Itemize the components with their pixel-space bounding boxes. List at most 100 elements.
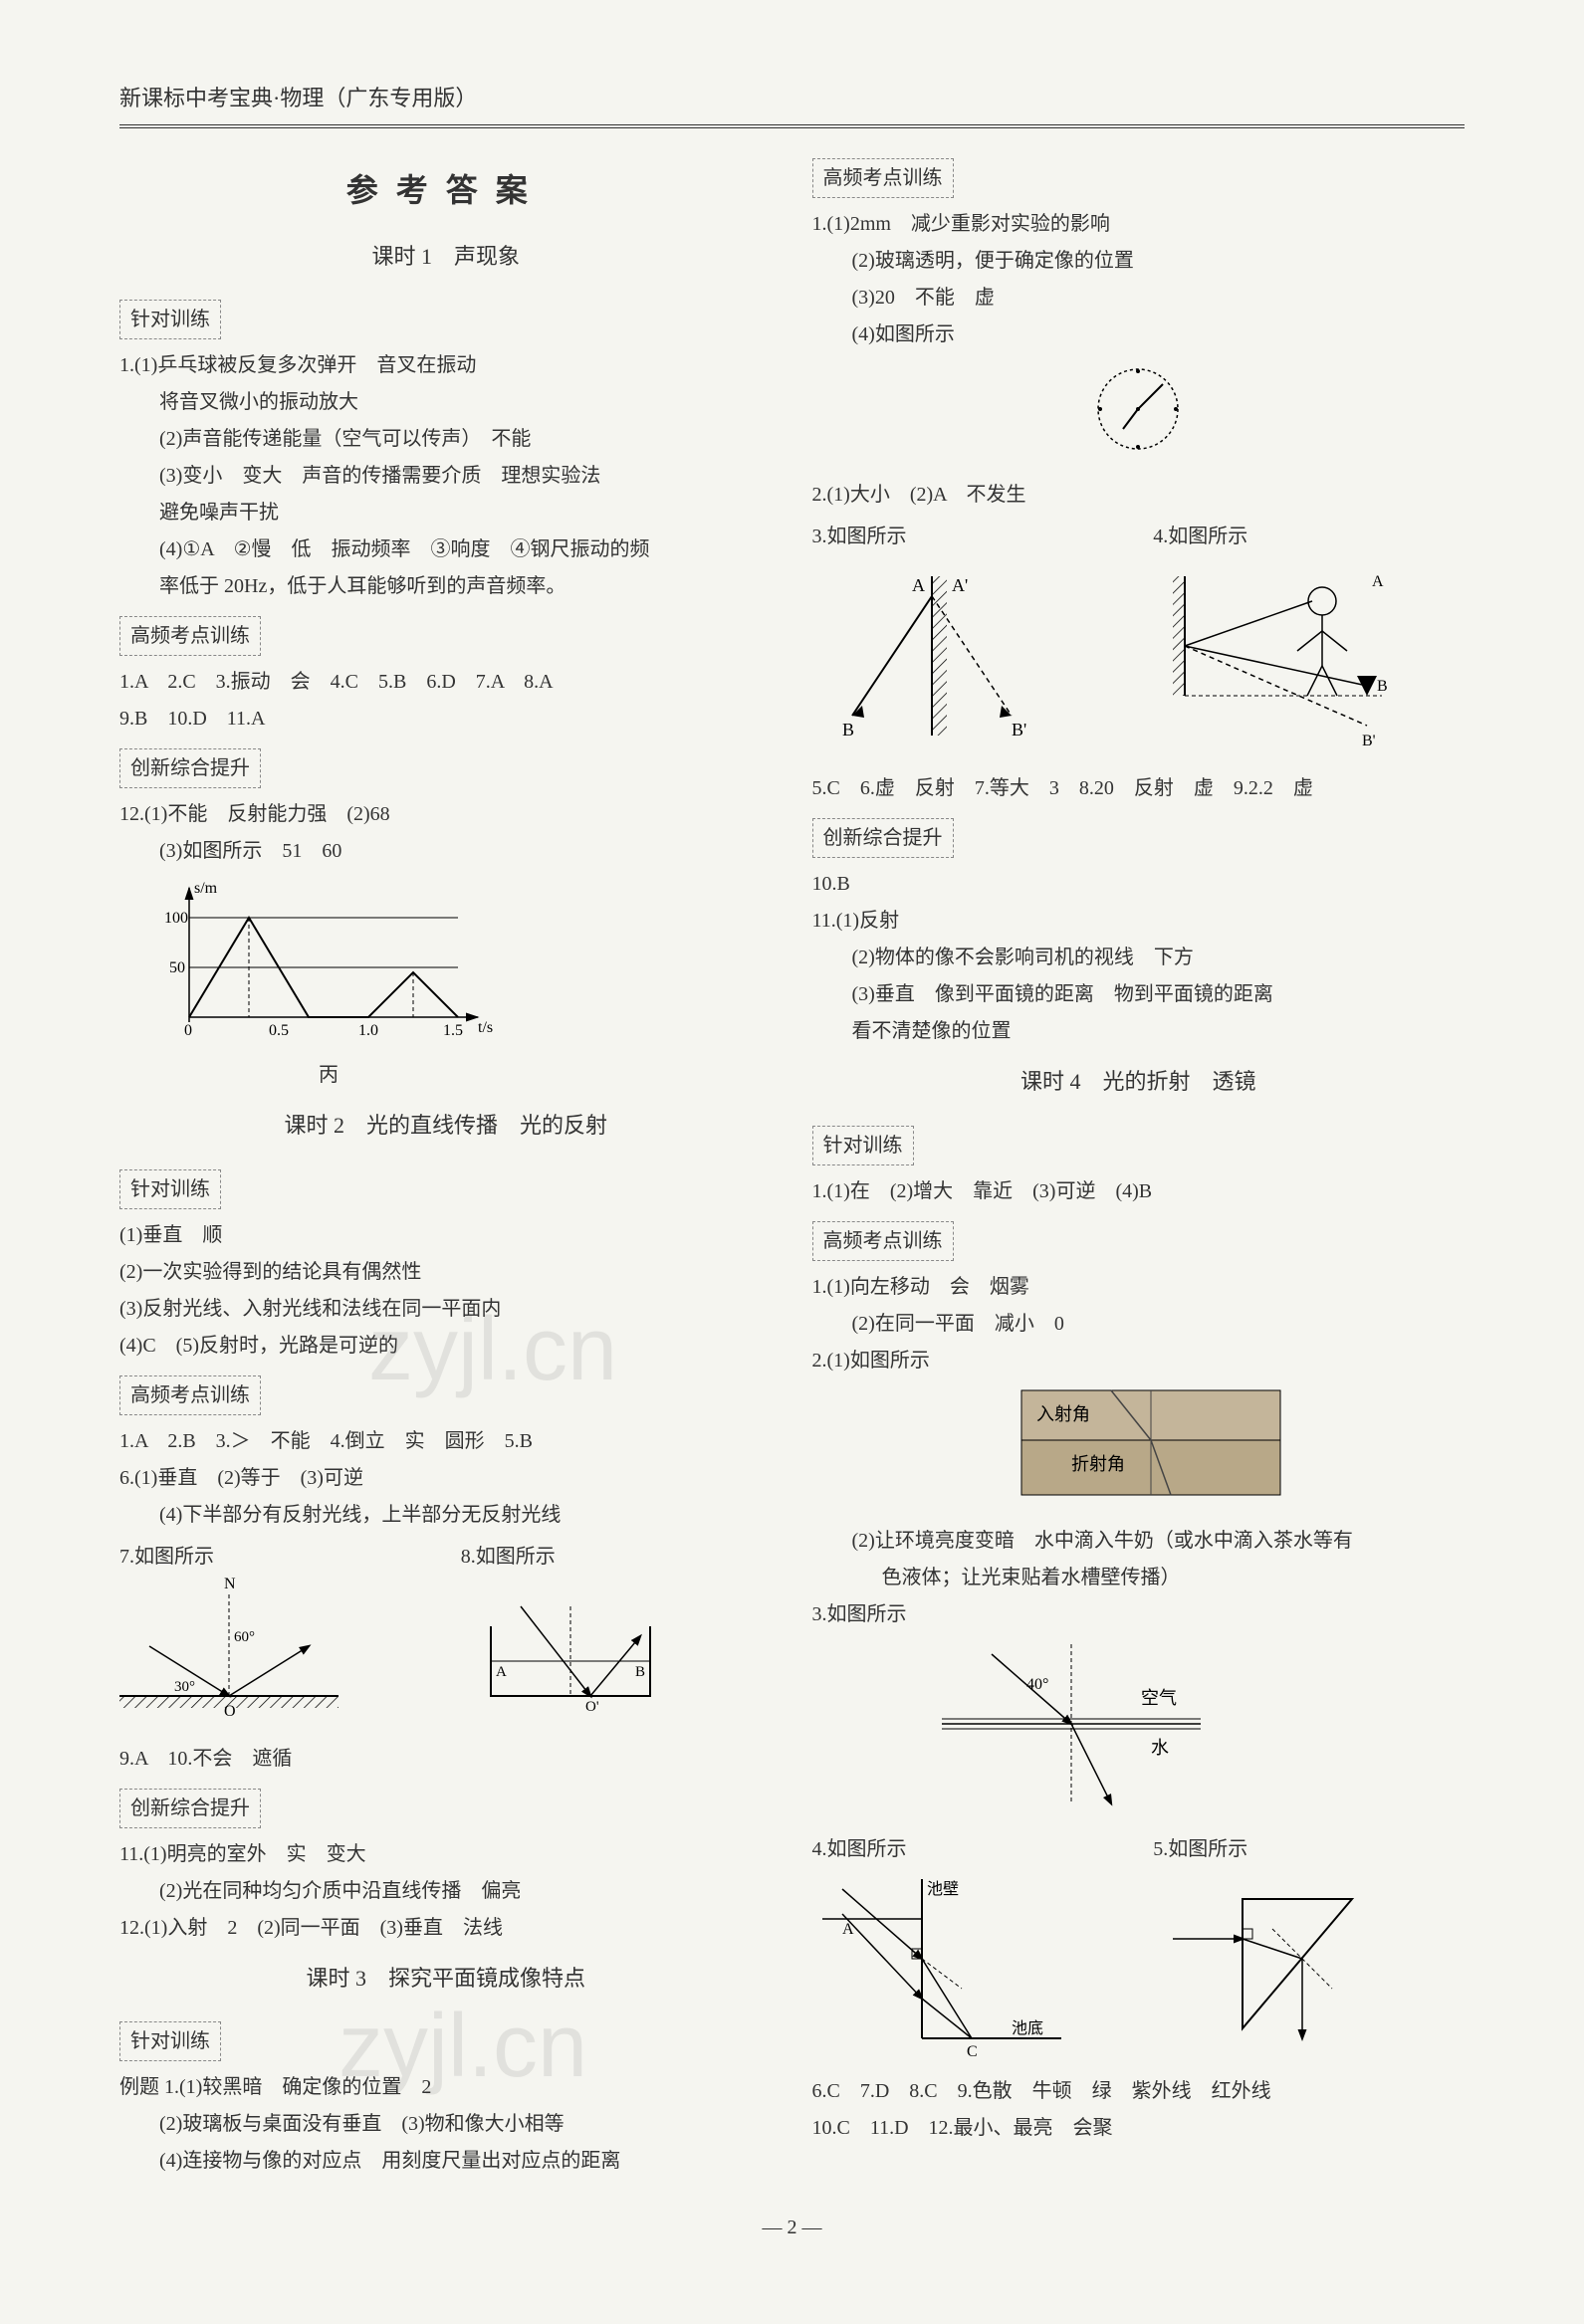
- answer-line: 3.如图所示: [812, 1597, 1466, 1631]
- svg-text:A: A: [496, 1664, 507, 1680]
- page-number: — 2 —: [119, 2211, 1465, 2244]
- svg-text:B: B: [842, 720, 854, 739]
- answer-line: 1.(1)向左移动 会 烟雾: [812, 1270, 1466, 1304]
- clock-figure: [812, 354, 1466, 475]
- svg-text:O: O: [224, 1703, 236, 1720]
- answer-line: 4.如图所示: [812, 1832, 1124, 1866]
- svg-text:水: 水: [1151, 1738, 1169, 1758]
- answer-line: 12.(1)入射 2 (2)同一平面 (3)垂直 法线: [119, 1911, 773, 1945]
- answer-line: 5.如图所示: [1153, 1832, 1465, 1866]
- pool-diagram: 池壁 池底 A C: [812, 1869, 1071, 2058]
- svg-text:A: A: [1372, 573, 1384, 590]
- section-title-3: 课时 3 探究平面镜成像特点: [119, 1960, 773, 1997]
- answer-line: 看不清楚像的位置: [812, 1014, 1466, 1048]
- answer-line: (1)垂直 顺: [119, 1218, 773, 1252]
- answer-line: 2.(1)如图所示: [812, 1344, 1466, 1377]
- svg-text:50: 50: [169, 959, 185, 976]
- answer-line: 1.A 2.C 3.振动 会 4.C 5.B 6.D 7.A 8.A: [119, 665, 773, 699]
- section-title-1: 课时 1 声现象: [119, 238, 773, 275]
- svg-text:100: 100: [164, 910, 188, 927]
- answer-line: 10.C 11.D 12.最小、最亮 会聚: [812, 2111, 1466, 2145]
- prism-diagram: [1153, 1869, 1412, 2058]
- subheading: 针对训练: [119, 300, 221, 339]
- answer-line: 3.如图所示: [812, 520, 1124, 553]
- container-diagram: A B O': [461, 1577, 680, 1726]
- answer-line: 1.(1)在 (2)增大 靠近 (3)可逆 (4)B: [812, 1174, 1466, 1208]
- svg-text:C: C: [967, 2043, 978, 2058]
- subheading: 针对训练: [812, 1126, 914, 1165]
- answer-line: 10.B: [812, 867, 1466, 901]
- svg-text:s/m: s/m: [194, 880, 218, 897]
- svg-text:入射角: 入射角: [1036, 1404, 1090, 1424]
- answer-line: 例题 1.(1)较黑暗 确定像的位置 2: [119, 2070, 773, 2104]
- refraction-diagram: 40° 空气 水: [932, 1634, 1466, 1824]
- svg-text:空气: 空气: [1141, 1688, 1177, 1708]
- answer-line: 6.C 7.D 8.C 9.色散 牛顿 绿 紫外线 红外线: [812, 2074, 1466, 2108]
- answer-line: 9.A 10.不会 遮循: [119, 1742, 773, 1776]
- chart-figure: 100 50 0 0.5 1.0 1.5 t/s s/m 丙: [159, 878, 773, 1092]
- answer-line: (3)20 不能 虚: [812, 281, 1466, 315]
- chart-caption: 丙: [159, 1058, 498, 1092]
- svg-text:0: 0: [184, 1022, 192, 1039]
- answer-line: 色液体；让光束贴着水槽壁传播）: [812, 1561, 1466, 1594]
- subheading: 高频考点训练: [812, 1221, 954, 1261]
- answer-line: (3)垂直 像到平面镜的距离 物到平面镜的距离: [812, 977, 1466, 1011]
- mirror-diagram: A A' B B': [812, 556, 1071, 755]
- subheading: 创新综合提升: [119, 748, 261, 788]
- answer-line: (3)如图所示 51 60: [119, 834, 773, 868]
- left-column: 参考答案 课时 1 声现象 针对训练 1.(1)乒乓球被反复多次弹开 音叉在振动…: [119, 148, 773, 2181]
- main-title: 参考答案: [119, 163, 773, 217]
- svg-text:A: A: [912, 575, 925, 595]
- subheading: 针对训练: [119, 1169, 221, 1209]
- svg-text:B': B': [1012, 720, 1026, 739]
- answer-line: 7.如图所示: [119, 1540, 431, 1574]
- answer-line: (2)让环境亮度变暗 水中滴入牛奶（或水中滴入茶水等有: [812, 1524, 1466, 1558]
- svg-text:池壁: 池壁: [927, 1879, 959, 1898]
- answer-line: (3)变小 变大 声音的传播需要介质 理想实验法: [119, 459, 773, 493]
- book-header: 新课标中考宝典·物理（广东专用版）: [119, 80, 1465, 128]
- answer-line: (2)一次实验得到的结论具有偶然性: [119, 1255, 773, 1289]
- answer-line: (3)反射光线、入射光线和法线在同一平面内: [119, 1292, 773, 1326]
- answer-line: 率低于 20Hz，低于人耳能够听到的声音频率。: [119, 569, 773, 603]
- svg-text:O': O': [585, 1699, 599, 1715]
- answer-line: 2.(1)大小 (2)A 不发生: [812, 478, 1466, 512]
- subheading: 创新综合提升: [812, 818, 954, 858]
- section-title-2: 课时 2 光的直线传播 光的反射: [119, 1107, 773, 1144]
- svg-text:池底: 池底: [1012, 2019, 1043, 2037]
- svg-text:B: B: [1377, 678, 1388, 695]
- answer-line: 避免噪声干扰: [119, 496, 773, 529]
- subheading: 创新综合提升: [119, 1789, 261, 1828]
- answer-line: (4)连接物与像的对应点 用刻度尺量出对应点的距离: [119, 2144, 773, 2178]
- subheading: 针对训练: [119, 2021, 221, 2061]
- answer-line: 12.(1)不能 反射能力强 (2)68: [119, 797, 773, 831]
- answer-line: (2)在同一平面 减小 0: [812, 1307, 1466, 1341]
- person-mirror-diagram: A B B': [1153, 556, 1412, 755]
- svg-text:B: B: [635, 1664, 645, 1680]
- reflection-diagram: N 30° 60° O: [119, 1577, 339, 1726]
- answer-line: (2)声音能传递能量（空气可以传声） 不能: [119, 422, 773, 456]
- subheading: 高频考点训练: [119, 1375, 261, 1415]
- answer-line: 8.如图所示: [461, 1540, 773, 1574]
- refraction-box-figure: 入射角 折射角: [1012, 1380, 1466, 1521]
- svg-text:1.0: 1.0: [358, 1022, 378, 1039]
- svg-text:A': A': [952, 575, 968, 595]
- svg-text:t/s: t/s: [478, 1019, 493, 1036]
- svg-text:1.5: 1.5: [443, 1022, 463, 1039]
- subheading: 高频考点训练: [812, 158, 954, 198]
- answer-line: (2)光在同种均匀介质中沿直线传播 偏亮: [119, 1874, 773, 1908]
- answer-line: (4)①A ②慢 低 振动频率 ③响度 ④钢尺振动的频: [119, 532, 773, 566]
- answer-line: (4)下半部分有反射光线，上半部分无反射光线: [119, 1498, 773, 1532]
- answer-line: 1.(1)乒乓球被反复多次弹开 音叉在振动: [119, 348, 773, 382]
- answer-line: (2)玻璃板与桌面没有垂直 (3)物和像大小相等: [119, 2107, 773, 2141]
- answer-line: (2)玻璃透明，便于确定像的位置: [812, 244, 1466, 278]
- answer-line: 9.B 10.D 11.A: [119, 702, 773, 736]
- answer-line: 1.(1)2mm 减少重影对实验的影响: [812, 207, 1466, 241]
- answer-line: 1.A 2.B 3.＞ 不能 4.倒立 实 圆形 5.B: [119, 1424, 773, 1458]
- svg-text:60°: 60°: [234, 1629, 255, 1645]
- answer-line: 5.C 6.虚 反射 7.等大 3 8.20 反射 虚 9.2.2 虚: [812, 771, 1466, 805]
- answer-line: (4)C (5)反射时，光路是可逆的: [119, 1329, 773, 1363]
- answer-line: (4)如图所示: [812, 317, 1466, 351]
- answer-line: 11.(1)明亮的室外 实 变大: [119, 1837, 773, 1871]
- svg-text:40°: 40°: [1026, 1676, 1048, 1693]
- section-title-4: 课时 4 光的折射 透镜: [812, 1063, 1466, 1100]
